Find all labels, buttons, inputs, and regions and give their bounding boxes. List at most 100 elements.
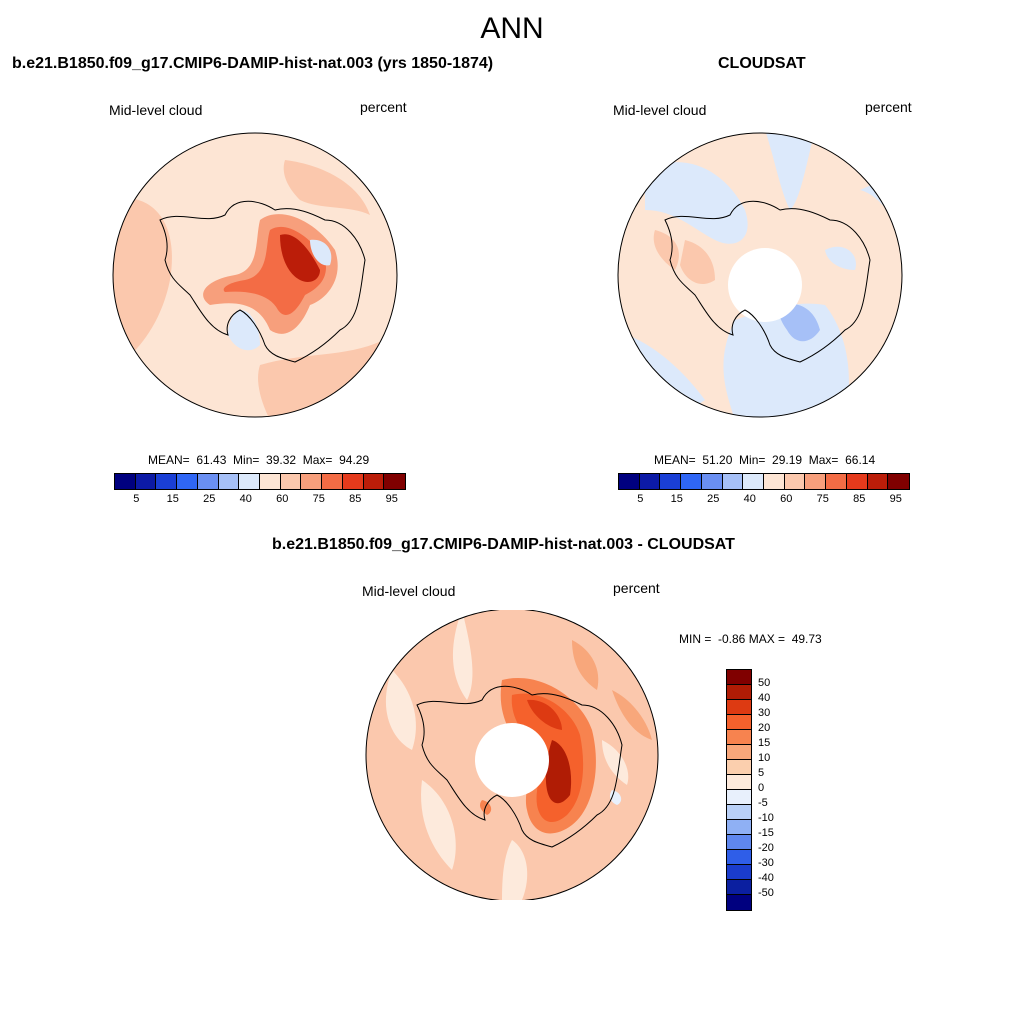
colorbar-tick-label: 40 xyxy=(758,692,771,704)
panel2-colorbar: 5 15 25 40 60 75 85 95 xyxy=(618,473,910,506)
colorbar-swatch xyxy=(681,474,702,489)
panel3-colorbar xyxy=(726,669,752,911)
colorbar-tick-label: 40 xyxy=(239,493,252,505)
colorbar-tick-label: -40 xyxy=(758,872,774,884)
colorbar-swatch xyxy=(727,895,751,910)
colorbar-swatch xyxy=(342,474,364,489)
colorbar-swatch xyxy=(784,474,806,489)
colorbar-swatch xyxy=(727,790,751,805)
colorbar-tick-label: 15 xyxy=(166,493,179,505)
panel2-colorbar-ticks: 5 15 25 40 60 75 85 95 xyxy=(618,490,910,506)
colorbar-tick-label: 5 xyxy=(637,493,644,505)
colorbar-swatch xyxy=(727,670,751,685)
colorbar-swatch xyxy=(301,474,323,489)
colorbar-swatch xyxy=(743,474,765,489)
colorbar-tick-label: 25 xyxy=(203,493,216,505)
colorbar-tick-label: 5 xyxy=(133,493,140,505)
colorbar-swatch xyxy=(727,865,751,880)
colorbar-tick-label: 20 xyxy=(758,722,771,734)
colorbar-tick-label: -30 xyxy=(758,857,774,869)
colorbar-tick-label: -15 xyxy=(758,827,774,839)
panel3-colorbar-swatches xyxy=(726,669,752,911)
colorbar-swatch xyxy=(888,474,910,489)
colorbar-tick-label: -10 xyxy=(758,812,774,824)
panel1-colorbar-swatches xyxy=(114,473,406,490)
colorbar-swatch xyxy=(177,474,198,489)
panel3-polar-map xyxy=(365,610,659,900)
panel1-stats: MEAN= 61.43 Min= 39.32 Max= 94.29 xyxy=(148,453,370,467)
colorbar-tick-label: -20 xyxy=(758,842,774,854)
colorbar-tick-label: 15 xyxy=(670,493,683,505)
colorbar-swatch xyxy=(701,474,723,489)
colorbar-swatch xyxy=(384,474,406,489)
colorbar-swatch xyxy=(115,474,136,489)
colorbar-tick-label: 60 xyxy=(276,493,289,505)
panel2-title: CLOUDSAT xyxy=(718,55,806,72)
panel3-title: b.e21.B1850.f09_g17.CMIP6-DAMIP-hist-nat… xyxy=(272,536,735,553)
colorbar-swatch xyxy=(727,835,751,850)
colorbar-swatch xyxy=(727,805,751,820)
colorbar-tick-label: 75 xyxy=(312,493,325,505)
colorbar-swatch xyxy=(867,474,889,489)
panel1-title: b.e21.B1850.f09_g17.CMIP6-DAMIP-hist-nat… xyxy=(12,55,494,72)
panel1-right-label: percent xyxy=(360,99,407,115)
panel2-polar-map xyxy=(617,132,903,418)
panel2-left-label: Mid-level cloud xyxy=(613,102,707,118)
colorbar-tick-label: 0 xyxy=(758,782,765,794)
colorbar-tick-label: 5 xyxy=(758,767,765,779)
colorbar-swatch xyxy=(727,820,751,835)
colorbar-swatch xyxy=(727,715,751,730)
colorbar-tick-label: 30 xyxy=(758,707,771,719)
colorbar-swatch xyxy=(363,474,385,489)
colorbar-tick-label: 75 xyxy=(816,493,829,505)
colorbar-tick-label: 15 xyxy=(758,737,771,749)
colorbar-tick-label: 85 xyxy=(349,493,362,505)
colorbar-tick-label: -5 xyxy=(758,797,768,809)
colorbar-swatch xyxy=(722,474,744,489)
colorbar-tick-label: 95 xyxy=(889,493,902,505)
colorbar-swatch xyxy=(846,474,868,489)
colorbar-swatch xyxy=(260,474,281,489)
colorbar-swatch xyxy=(727,745,751,760)
colorbar-tick-label: 50 xyxy=(758,677,771,689)
panel1-colorbar: 5 15 25 40 60 75 85 95 xyxy=(114,473,406,506)
colorbar-tick-label: 85 xyxy=(853,493,866,505)
colorbar-tick-label: 40 xyxy=(743,493,756,505)
colorbar-tick-label: 60 xyxy=(780,493,793,505)
colorbar-tick-label: 10 xyxy=(758,752,771,764)
panel1-polar-map xyxy=(112,132,398,418)
panel3-colorbar-ticks: 50 40 30 20 15 10 5 0 -5 -10 -15 -20 -30 -40 -50 xyxy=(758,669,798,911)
colorbar-swatch xyxy=(727,880,751,895)
panel2-colorbar-swatches xyxy=(618,473,910,490)
colorbar-swatch xyxy=(727,850,751,865)
panel1-colorbar-ticks: 5 15 25 40 60 75 85 95 xyxy=(114,490,406,506)
colorbar-swatch xyxy=(135,474,157,489)
colorbar-swatch xyxy=(197,474,219,489)
colorbar-swatch xyxy=(727,730,751,745)
colorbar-swatch xyxy=(660,474,682,489)
colorbar-swatch xyxy=(826,474,847,489)
colorbar-tick-label: 25 xyxy=(707,493,720,505)
colorbar-swatch xyxy=(727,685,751,700)
panel3-right-label: percent xyxy=(613,580,660,596)
panel2-stats: MEAN= 51.20 Min= 29.19 Max= 66.14 xyxy=(654,453,876,467)
panel3-left-label: Mid-level cloud xyxy=(362,583,456,599)
colorbar-tick-label: 95 xyxy=(385,493,398,505)
colorbar-tick-label: -50 xyxy=(758,887,774,899)
colorbar-swatch xyxy=(805,474,827,489)
colorbar-swatch xyxy=(727,700,751,715)
colorbar-swatch xyxy=(727,760,751,775)
colorbar-swatch xyxy=(218,474,240,489)
colorbar-swatch xyxy=(322,474,343,489)
colorbar-swatch xyxy=(280,474,302,489)
colorbar-swatch xyxy=(239,474,261,489)
panel3-stats: MIN = -0.86 MAX = 49.73 xyxy=(679,632,822,646)
colorbar-swatch xyxy=(156,474,178,489)
panel2-right-label: percent xyxy=(865,99,912,115)
colorbar-swatch xyxy=(639,474,661,489)
figure-title: ANN xyxy=(480,12,544,45)
colorbar-swatch xyxy=(727,775,751,790)
colorbar-swatch xyxy=(764,474,785,489)
panel1-left-label: Mid-level cloud xyxy=(109,102,203,118)
colorbar-swatch xyxy=(619,474,640,489)
